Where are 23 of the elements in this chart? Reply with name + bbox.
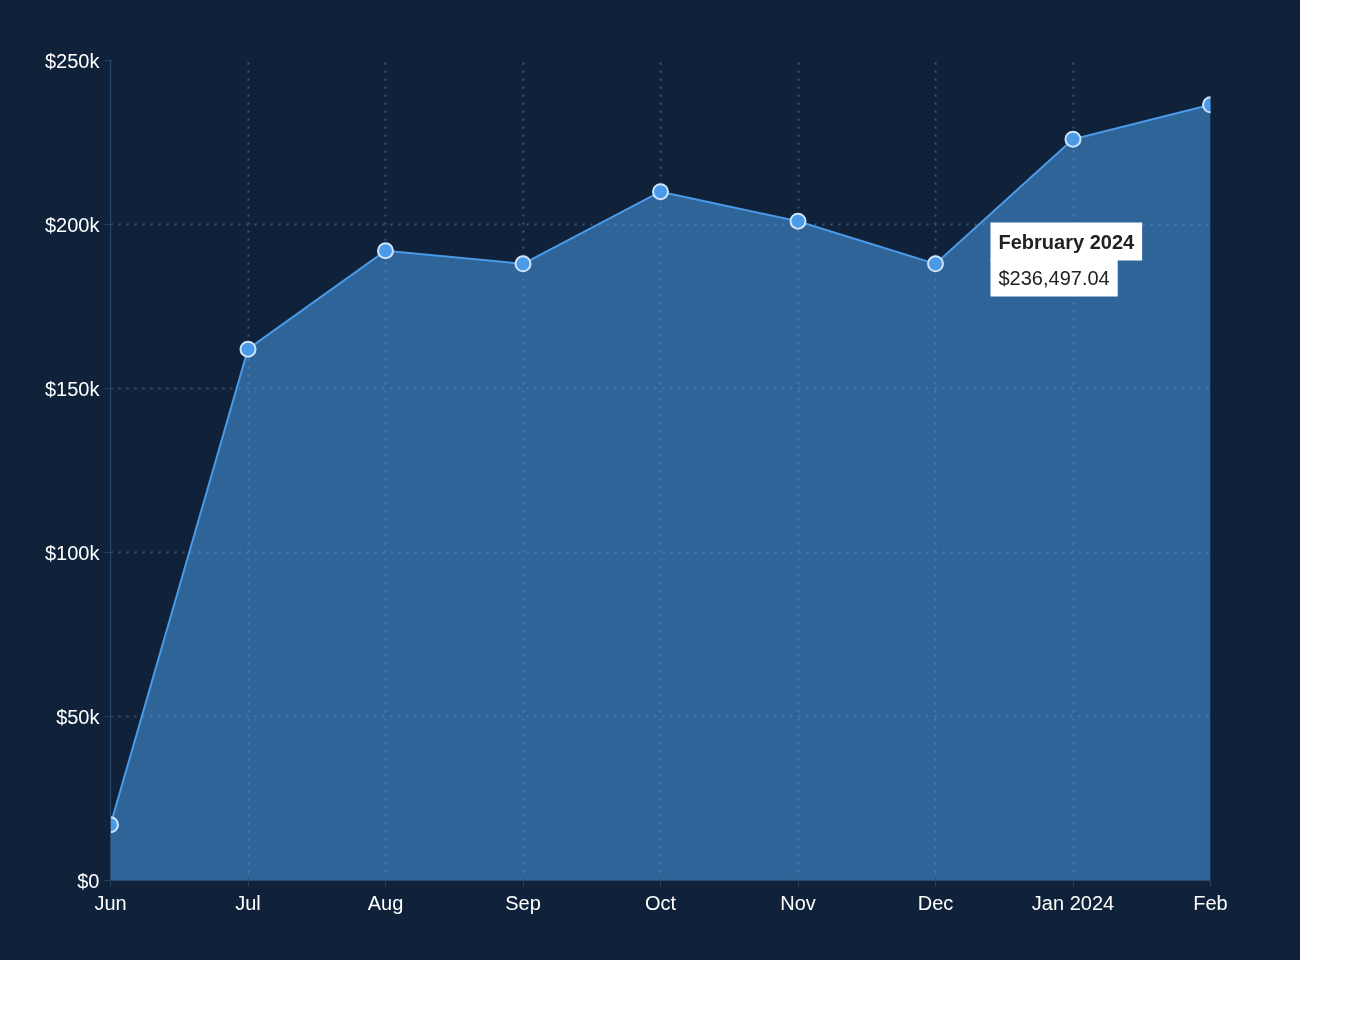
x-tick-label: Jan 2024 — [1031, 891, 1115, 914]
x-tick-label: Feb — [1193, 891, 1228, 914]
y-tick-label: $100k — [45, 541, 101, 564]
point — [652, 183, 669, 201]
point — [1064, 130, 1082, 148]
x-tick-label: Aug — [367, 891, 404, 914]
y-tick-label: $200k — [45, 213, 101, 236]
x-tick-label: Sep — [505, 891, 541, 914]
y-tick-label: $0 — [77, 869, 100, 892]
x-tick-label: Oct — [644, 891, 677, 914]
point — [789, 212, 807, 230]
point — [514, 255, 532, 273]
point — [239, 340, 257, 358]
annotation: February 2024 $236,497.04 — [998, 230, 1136, 289]
x-tick-label: Jul — [235, 891, 261, 914]
point — [927, 255, 944, 273]
y-tick-label: $150k — [45, 377, 101, 400]
point — [377, 242, 394, 260]
x-tick-label: Nov — [780, 891, 816, 914]
y-tick-label: $50k — [56, 705, 101, 728]
x-tick-label: Dec — [917, 891, 954, 914]
y-tick-label: $250k — [45, 49, 101, 72]
x-tick-label: Jun — [94, 891, 127, 914]
